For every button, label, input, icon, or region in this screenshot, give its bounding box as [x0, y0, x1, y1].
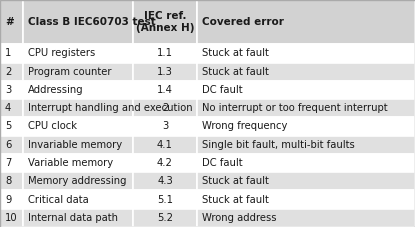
Text: Wrong frequency: Wrong frequency [202, 121, 288, 131]
Bar [23, 62, 133, 81]
Text: Invariable memory: Invariable memory [28, 140, 122, 150]
Bar [197, 209, 415, 227]
Text: CPU clock: CPU clock [28, 121, 77, 131]
Text: 5: 5 [5, 121, 11, 131]
Text: Critical data: Critical data [28, 195, 88, 205]
Bar [133, 0, 197, 44]
Bar [0, 99, 23, 117]
Text: Variable memory: Variable memory [28, 158, 113, 168]
Text: 1.3: 1.3 [157, 67, 173, 77]
Bar [0, 209, 23, 227]
Bar [23, 172, 133, 190]
Bar [23, 136, 133, 154]
Text: 1.4: 1.4 [157, 85, 173, 95]
Bar [197, 0, 415, 44]
Bar [197, 190, 415, 209]
Bar [133, 154, 197, 172]
Bar [0, 117, 23, 136]
Text: Stuck at fault: Stuck at fault [202, 67, 269, 77]
Bar [23, 209, 133, 227]
Text: Single bit fault, multi-bit faults: Single bit fault, multi-bit faults [202, 140, 355, 150]
Text: 4.1: 4.1 [157, 140, 173, 150]
Text: 1.1: 1.1 [157, 48, 173, 58]
Text: Covered error: Covered error [202, 17, 284, 27]
Bar [133, 81, 197, 99]
Text: 4.2: 4.2 [157, 158, 173, 168]
Bar [133, 44, 197, 63]
Bar [23, 154, 133, 172]
Bar [23, 117, 133, 136]
Text: 7: 7 [5, 158, 11, 168]
Bar [0, 0, 23, 44]
Bar [0, 81, 23, 99]
Text: DC fault: DC fault [202, 85, 243, 95]
Bar [197, 99, 415, 117]
Bar [197, 154, 415, 172]
Bar [133, 190, 197, 209]
Bar [0, 136, 23, 154]
Bar [197, 81, 415, 99]
Text: 4: 4 [5, 103, 11, 113]
Text: CPU registers: CPU registers [28, 48, 95, 58]
Bar [23, 44, 133, 63]
Bar [23, 99, 133, 117]
Text: 4.3: 4.3 [157, 176, 173, 186]
Bar [23, 81, 133, 99]
Text: Stuck at fault: Stuck at fault [202, 176, 269, 186]
Bar [0, 172, 23, 190]
Bar [197, 62, 415, 81]
Bar [23, 190, 133, 209]
Bar [133, 209, 197, 227]
Bar [0, 190, 23, 209]
Text: Class B IEC60703 test: Class B IEC60703 test [28, 17, 156, 27]
Text: Internal data path: Internal data path [28, 213, 118, 223]
Text: Memory addressing: Memory addressing [28, 176, 126, 186]
Bar [197, 44, 415, 63]
Text: Stuck at fault: Stuck at fault [202, 48, 269, 58]
Bar [133, 117, 197, 136]
Bar [0, 44, 23, 63]
Bar [23, 0, 133, 44]
Text: DC fault: DC fault [202, 158, 243, 168]
Text: Program counter: Program counter [28, 67, 111, 77]
Text: 5.2: 5.2 [157, 213, 173, 223]
Text: 6: 6 [5, 140, 11, 150]
Text: Addressing: Addressing [28, 85, 83, 95]
Bar [133, 136, 197, 154]
Text: Stuck at fault: Stuck at fault [202, 195, 269, 205]
Text: 2: 2 [162, 103, 168, 113]
Text: No interrupt or too frequent interrupt: No interrupt or too frequent interrupt [202, 103, 388, 113]
Text: 3: 3 [162, 121, 168, 131]
Text: 9: 9 [5, 195, 11, 205]
Text: IEC ref.
(Annex H): IEC ref. (Annex H) [136, 11, 194, 33]
Bar [197, 117, 415, 136]
Text: 5.1: 5.1 [157, 195, 173, 205]
Text: Wrong address: Wrong address [202, 213, 277, 223]
Text: 1: 1 [5, 48, 11, 58]
Bar [0, 62, 23, 81]
Text: #: # [5, 17, 14, 27]
Bar [197, 172, 415, 190]
Text: 2: 2 [5, 67, 11, 77]
Bar [133, 99, 197, 117]
Bar [197, 136, 415, 154]
Bar [133, 62, 197, 81]
Bar [133, 172, 197, 190]
Text: 3: 3 [5, 85, 11, 95]
Text: 8: 8 [5, 176, 11, 186]
Text: Interrupt handling and execution: Interrupt handling and execution [28, 103, 193, 113]
Text: 10: 10 [5, 213, 17, 223]
Bar [0, 154, 23, 172]
